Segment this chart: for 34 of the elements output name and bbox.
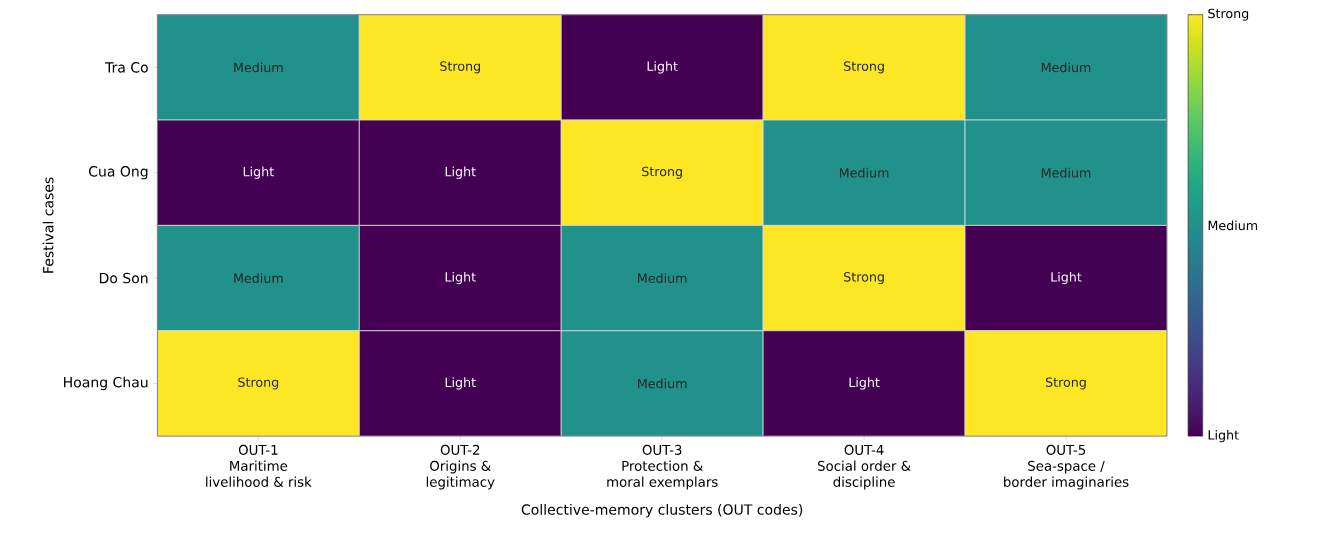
- data-label: Strong: [1045, 377, 1086, 390]
- data-label: Strong: [440, 61, 481, 74]
- x-tick-label: OUT-2 Origins & legitimacy: [426, 444, 495, 490]
- x-tick-label: OUT-3 Protection & moral exemplars: [607, 444, 718, 490]
- y-axis-title: Festival cases: [42, 177, 54, 273]
- y-tick-label: Tra Co: [105, 62, 148, 73]
- data-label: Medium: [234, 273, 283, 283]
- x-tick-label: OUT-4 Social order & discipline: [817, 444, 911, 490]
- y-tick-label: Hoang Chau: [64, 376, 148, 391]
- color-bar-label: Strong: [1208, 8, 1249, 21]
- data-label: Strong: [844, 61, 884, 74]
- data-label: Strong: [844, 271, 884, 285]
- y-tick-label: Cua Ong: [89, 166, 148, 180]
- data-label: Strong: [238, 377, 279, 390]
- data-label: Light: [243, 166, 274, 179]
- color-bar-label: Medium: [1208, 220, 1258, 231]
- x-tick-label: OUT-5 Sea-space / border imaginaries: [1004, 444, 1129, 490]
- data-label: Light: [445, 377, 476, 390]
- data-label: Medium: [638, 273, 687, 283]
- data-label: Light: [445, 271, 476, 285]
- data-label: Light: [849, 377, 880, 390]
- data-label: Light: [647, 61, 678, 74]
- data-label: Medium: [839, 167, 889, 178]
- color-bar-label: Light: [1208, 429, 1239, 443]
- x-tick-label: OUT-1 Maritime livelihood & risk: [206, 444, 312, 487]
- x-axis-title: Collective-memory clusters (OUT codes): [521, 503, 803, 518]
- data-label: Medium: [638, 378, 687, 389]
- data-label: Medium: [1041, 62, 1091, 73]
- data-label: Light: [445, 166, 476, 179]
- y-tick-label: Do Son: [99, 272, 148, 284]
- data-label: Strong: [642, 166, 682, 179]
- data-label: Medium: [1041, 167, 1091, 178]
- data-label: Light: [1051, 271, 1082, 285]
- data-label: Medium: [234, 62, 283, 73]
